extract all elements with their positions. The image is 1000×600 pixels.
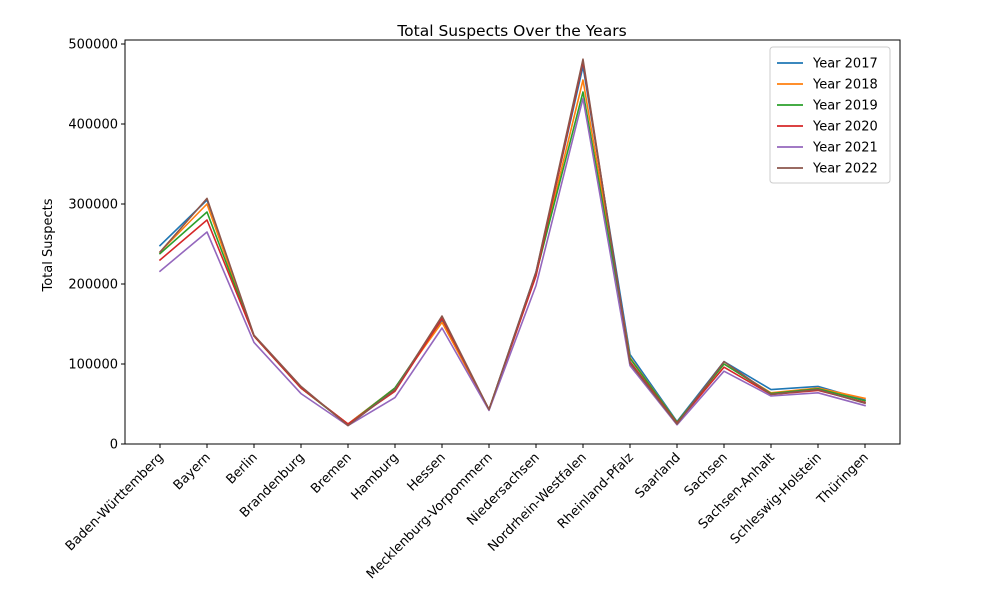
- x-tick-label: Hamburg: [349, 450, 402, 503]
- series-line-4: [158, 60, 866, 425]
- legend: Year 2017 Year 2018 Year 2019 Year 2020 Year…: [769, 46, 891, 184]
- y-tick-label: 400000: [68, 118, 118, 133]
- series-line-1: [158, 65, 866, 425]
- y-tick-label: 200000: [68, 278, 118, 293]
- x-tick-label: Berlin: [224, 450, 261, 487]
- legend-label: Year 2017: [812, 57, 878, 72]
- x-tick-label: Sachsen: [682, 450, 731, 499]
- x-tick-label: Bayern: [171, 450, 214, 493]
- legend-label: Year 2020: [812, 120, 878, 135]
- series-line-6: [158, 58, 866, 427]
- legend-label: Year 2018: [812, 78, 878, 93]
- plot-area: 0 100000 200000 300000 400000 500000 Baden-Wür…: [63, 38, 901, 582]
- x-tick-label: Hessen: [405, 450, 449, 494]
- legend-box: [769, 46, 891, 184]
- y-axis-label: Total Suspects: [41, 198, 56, 292]
- y-tick-label: 100000: [68, 358, 118, 373]
- series-line-2: [158, 79, 866, 425]
- x-tick-label: Schleswig-Holstein: [728, 450, 825, 547]
- legend-label: Year 2022: [812, 162, 878, 177]
- plot-frame: [124, 39, 901, 445]
- x-tick-label: Bremen: [308, 450, 355, 497]
- legend-label: Year 2021: [812, 141, 878, 156]
- chart-title: Total Suspects Over the Years: [396, 22, 626, 40]
- series-line-3: [158, 91, 866, 426]
- legend-label: Year 2019: [812, 99, 878, 114]
- y-tick-label: 300000: [68, 198, 118, 213]
- y-tick-label: 0: [110, 438, 118, 453]
- y-tick-label: 500000: [68, 38, 118, 53]
- x-tick-label: Baden-Württemberg: [63, 450, 167, 554]
- x-tick-label: Saarland: [632, 450, 683, 501]
- series-line-5: [158, 97, 866, 427]
